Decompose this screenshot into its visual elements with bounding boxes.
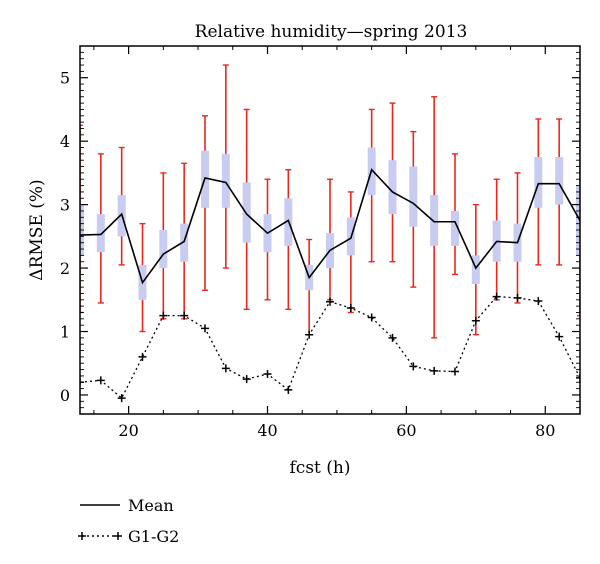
legend-diff-label: G1-G2 [128, 527, 179, 546]
g1-g2-point-24 [576, 373, 580, 382]
legend-item-mean: Mean [80, 496, 174, 515]
box-1 [96, 214, 105, 253]
box-24 [576, 185, 580, 256]
box-7 [221, 153, 230, 208]
g1-g2-point-10 [284, 385, 293, 394]
box-23 [555, 157, 564, 205]
mean-line [80, 168, 580, 285]
axis-ticks: 20 40 60 80 0 1 2 3 4 5 [60, 45, 581, 440]
y-tick-label-5: 5 [60, 69, 70, 88]
legend: Mean G1-G2 [78, 496, 179, 546]
box-16 [409, 166, 418, 227]
g1-g2-point-23 [555, 332, 564, 341]
g1-g2-line [80, 295, 580, 400]
g1-g2-point-13 [346, 304, 355, 313]
g1-g2-point-20 [492, 292, 501, 301]
x-tick-label-80: 80 [535, 421, 555, 440]
line-layer [80, 168, 580, 403]
x-tick-label-60: 60 [396, 421, 416, 440]
x-tick-label-40: 40 [257, 421, 277, 440]
g1-g2-point-18 [451, 367, 459, 376]
box-8 [242, 182, 251, 243]
plot-area: 20 40 60 80 0 1 2 3 4 5 [60, 45, 581, 440]
g1-g2-point-5 [180, 311, 189, 320]
g1-g2-point-7 [221, 364, 230, 373]
g1-g2-point-3 [138, 352, 147, 361]
box-5 [180, 223, 189, 262]
box-22 [534, 157, 543, 208]
g1-g2-point-1 [96, 376, 105, 385]
box-4 [159, 230, 168, 269]
g1-g2-point-9 [263, 370, 272, 379]
y-tick-label-3: 3 [60, 196, 70, 215]
g1-g2-point-16 [409, 362, 418, 371]
box-17 [430, 195, 439, 246]
g1-g2-point-14 [367, 313, 376, 322]
legend-diff-marker-right [114, 532, 122, 540]
boxplot-layer [80, 64, 580, 339]
legend-item-g1-g2: G1-G2 [78, 527, 179, 546]
x-tick-label-20: 20 [118, 421, 138, 440]
box-19 [471, 255, 480, 284]
g1-g2-point-11 [305, 330, 314, 339]
g1-g2-point-19 [471, 316, 480, 325]
legend-mean-label: Mean [128, 496, 174, 515]
y-tick-label-2: 2 [60, 259, 70, 278]
g1-g2-point-8 [242, 375, 251, 384]
g1-g2-point-21 [513, 293, 522, 302]
box-18 [451, 210, 459, 246]
chart-title: Relative humidity—spring 2013 [195, 22, 468, 42]
g1-g2-point-12 [326, 297, 334, 306]
y-tick-label-0: 0 [60, 386, 70, 405]
x-axis-label: fcst (h) [290, 458, 351, 478]
box-15 [388, 160, 397, 215]
g1-g2-point-15 [388, 333, 397, 342]
g1-g2-point-2 [117, 394, 126, 403]
y-tick-label-4: 4 [60, 132, 70, 151]
g1-g2-point-6 [201, 324, 209, 333]
g1-g2-point-22 [534, 297, 543, 306]
y-axis-label: ΔRMSE (%) [27, 179, 47, 280]
g1-g2-point-17 [430, 366, 439, 375]
y-tick-label-1: 1 [60, 323, 70, 342]
g1-g2-point-4 [159, 311, 168, 320]
legend-diff-marker-left [78, 532, 86, 540]
